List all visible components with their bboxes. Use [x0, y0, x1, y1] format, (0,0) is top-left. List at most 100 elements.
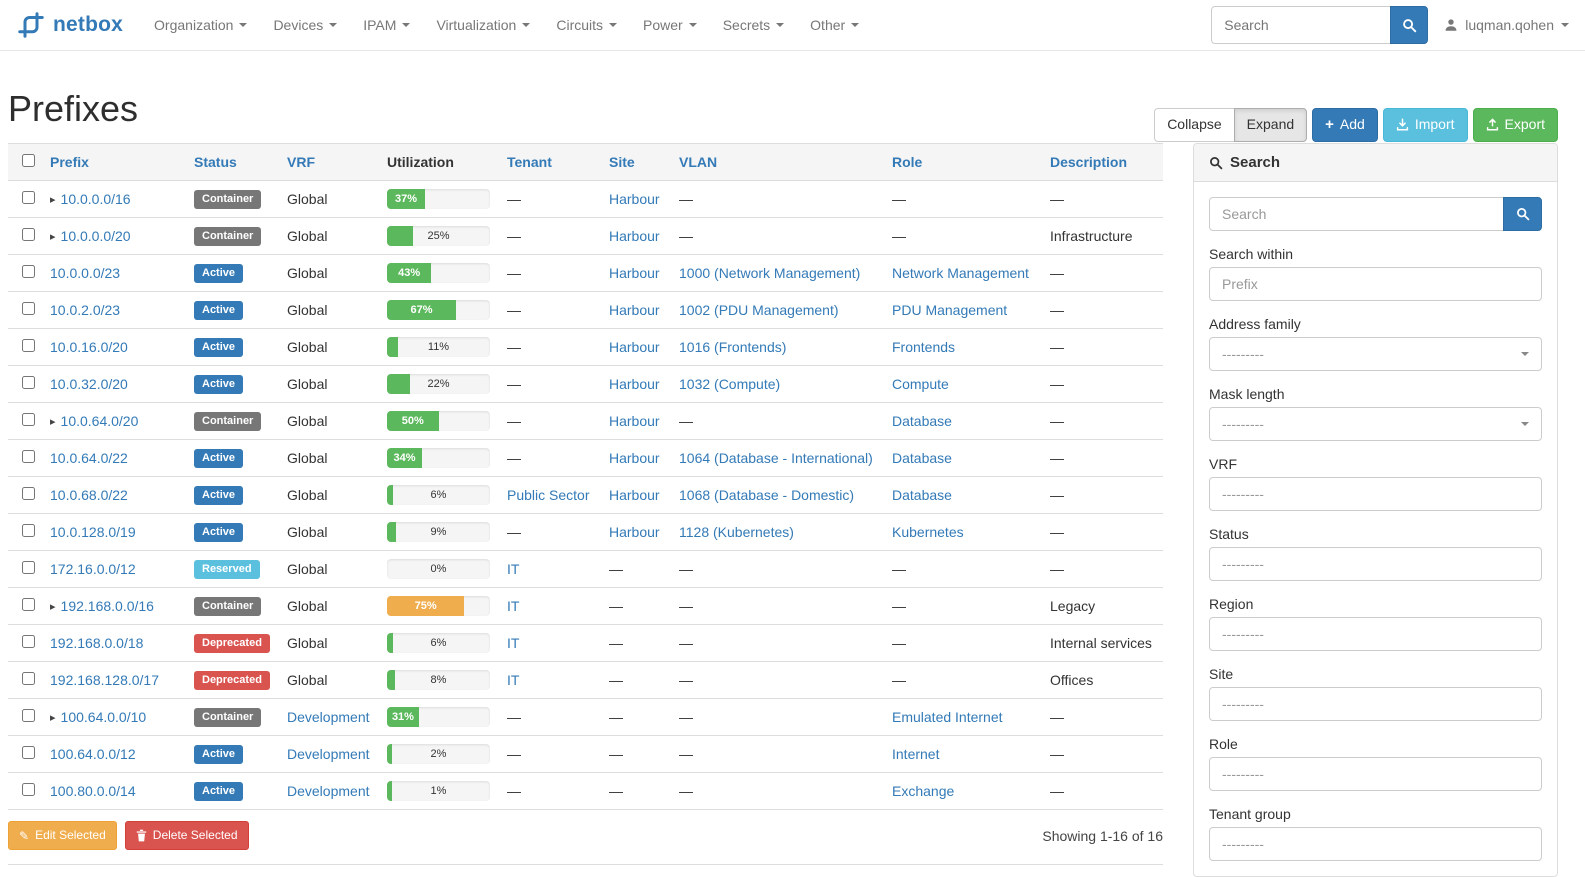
row-checkbox[interactable] [22, 265, 35, 278]
role-link[interactable]: PDU Management [892, 302, 1008, 318]
role-link[interactable]: Emulated Internet [892, 709, 1003, 725]
prefix-link[interactable]: 192.168.0.0/18 [50, 635, 144, 651]
delete-selected-button[interactable]: Delete Selected [124, 821, 249, 851]
vlan-link[interactable]: 1002 (PDU Management) [679, 302, 839, 318]
input-vrf[interactable] [1209, 477, 1542, 511]
row-checkbox[interactable] [22, 487, 35, 500]
prefix-link[interactable]: 10.0.32.0/20 [50, 376, 128, 392]
nav-item-power[interactable]: Power [630, 0, 710, 51]
vlan-link[interactable]: 1016 (Frontends) [679, 339, 787, 355]
prefix-link[interactable]: 192.168.0.0/16 [60, 598, 154, 614]
prefix-link[interactable]: 10.0.68.0/22 [50, 487, 128, 503]
vlan-link[interactable]: 1068 (Database - Domestic) [679, 487, 855, 503]
row-checkbox[interactable] [22, 598, 35, 611]
column-header-link[interactable]: Role [892, 154, 923, 170]
prefix-link[interactable]: 10.0.128.0/19 [50, 524, 136, 540]
row-checkbox[interactable] [22, 302, 35, 315]
prefix-link[interactable]: 10.0.64.0/20 [60, 413, 139, 429]
tenant-link[interactable]: IT [507, 672, 520, 688]
expand-button[interactable]: Expand [1233, 108, 1308, 142]
tenant-link[interactable]: IT [507, 598, 520, 614]
prefix-link[interactable]: 172.16.0.0/12 [50, 561, 136, 577]
role-link[interactable]: Compute [892, 376, 949, 392]
column-header-link[interactable]: Tenant [507, 154, 552, 170]
nav-item-devices[interactable]: Devices [260, 0, 350, 51]
role-link[interactable]: Database [892, 413, 952, 429]
collapse-button[interactable]: Collapse [1154, 108, 1235, 142]
role-link[interactable]: Network Management [892, 265, 1029, 281]
select-mask-length[interactable]: --------- [1209, 407, 1542, 441]
role-link[interactable]: Frontends [892, 339, 956, 355]
row-checkbox[interactable] [22, 191, 35, 204]
row-checkbox[interactable] [22, 672, 35, 685]
add-button[interactable]: + Add [1312, 108, 1378, 142]
role-link[interactable]: Exchange [892, 783, 955, 799]
site-link[interactable]: Harbour [609, 413, 660, 429]
user-menu[interactable]: luqman.qohen [1444, 17, 1569, 33]
input-tenant-group[interactable] [1209, 827, 1542, 861]
nav-item-circuits[interactable]: Circuits [543, 0, 630, 51]
input-region[interactable] [1209, 617, 1542, 651]
prefix-link[interactable]: 10.0.2.0/23 [50, 302, 121, 318]
row-checkbox[interactable] [22, 339, 35, 352]
site-link[interactable]: Harbour [609, 376, 660, 392]
vlan-link[interactable]: 1064 (Database - International) [679, 450, 873, 466]
site-link[interactable]: Harbour [609, 191, 660, 207]
site-link[interactable]: Harbour [609, 339, 660, 355]
prefix-link[interactable]: 100.80.0.0/14 [50, 783, 136, 799]
role-link[interactable]: Database [892, 450, 952, 466]
tenant-link[interactable]: Public Sector [507, 487, 590, 503]
prefix-link[interactable]: 192.168.128.0/17 [50, 672, 159, 688]
role-link[interactable]: Kubernetes [892, 524, 964, 540]
prefix-link[interactable]: 100.64.0.0/12 [50, 746, 136, 762]
prefix-link[interactable]: 10.0.0.0/23 [50, 265, 121, 281]
nav-item-secrets[interactable]: Secrets [710, 0, 797, 51]
nav-item-organization[interactable]: Organization [141, 0, 260, 51]
select-all-checkbox[interactable] [22, 154, 35, 167]
row-checkbox[interactable] [22, 635, 35, 648]
vrf-link[interactable]: Development [287, 709, 370, 725]
navbar-search-button[interactable] [1390, 6, 1429, 44]
role-link[interactable]: Database [892, 487, 952, 503]
row-checkbox[interactable] [22, 746, 35, 759]
site-link[interactable]: Harbour [609, 265, 660, 281]
site-link[interactable]: Harbour [609, 450, 660, 466]
navbar-search-input[interactable] [1211, 6, 1392, 44]
row-checkbox[interactable] [22, 413, 35, 426]
row-checkbox[interactable] [22, 709, 35, 722]
sidebar-search-input[interactable] [1209, 197, 1504, 231]
vrf-link[interactable]: Development [287, 746, 370, 762]
nav-item-virtualization[interactable]: Virtualization [423, 0, 543, 51]
input-search-within[interactable] [1209, 267, 1542, 301]
column-header-link[interactable]: VLAN [679, 154, 718, 170]
input-status[interactable] [1209, 547, 1542, 581]
sidebar-search-button[interactable] [1503, 197, 1542, 231]
input-role[interactable] [1209, 757, 1542, 791]
column-header-link[interactable]: Site [609, 154, 635, 170]
vlan-link[interactable]: 1000 (Network Management) [679, 265, 861, 281]
prefix-link[interactable]: 10.0.64.0/22 [50, 450, 128, 466]
edit-selected-button[interactable]: ✎ Edit Selected [8, 821, 117, 851]
site-link[interactable]: Harbour [609, 487, 660, 503]
column-header-link[interactable]: VRF [287, 154, 315, 170]
column-header-link[interactable]: Status [194, 154, 237, 170]
prefix-link[interactable]: 10.0.16.0/20 [50, 339, 128, 355]
tenant-link[interactable]: IT [507, 635, 520, 651]
brand-link[interactable]: netbox [16, 10, 123, 40]
prefix-link[interactable]: 100.64.0.0/10 [60, 709, 147, 725]
nav-item-ipam[interactable]: IPAM [350, 0, 423, 51]
row-checkbox[interactable] [22, 524, 35, 537]
site-link[interactable]: Harbour [609, 524, 660, 540]
import-button[interactable]: Import [1382, 108, 1468, 142]
site-link[interactable]: Harbour [609, 228, 660, 244]
row-checkbox[interactable] [22, 228, 35, 241]
column-header-link[interactable]: Prefix [50, 154, 89, 170]
prefix-link[interactable]: 10.0.0.0/16 [60, 191, 131, 207]
input-site[interactable] [1209, 687, 1542, 721]
export-button[interactable]: Export [1472, 108, 1558, 142]
nav-item-other[interactable]: Other [797, 0, 872, 51]
row-checkbox[interactable] [22, 783, 35, 796]
row-checkbox[interactable] [22, 376, 35, 389]
vrf-link[interactable]: Development [287, 783, 370, 799]
vlan-link[interactable]: 1128 (Kubernetes) [679, 524, 794, 540]
